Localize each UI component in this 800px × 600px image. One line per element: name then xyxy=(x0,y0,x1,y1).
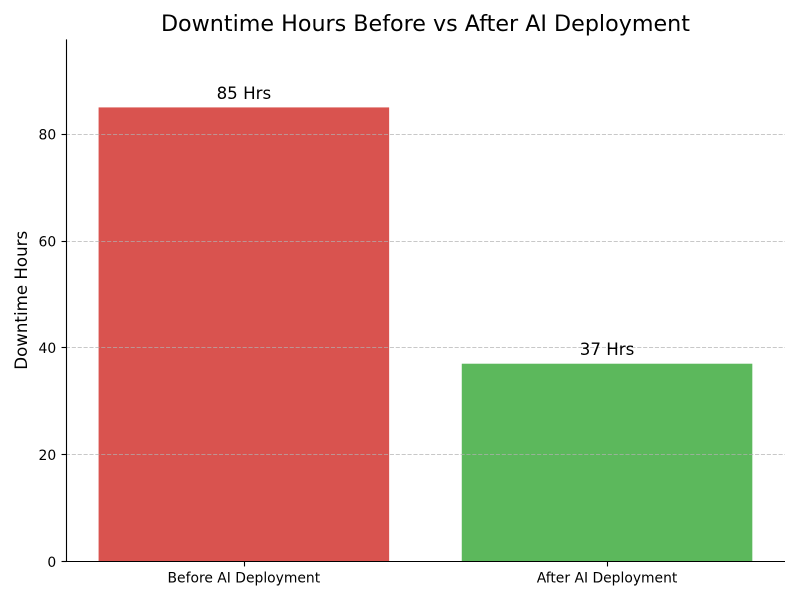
labels-layer: 0 20 40 60 80 Before AI Deployment After AI De… xyxy=(12,11,690,586)
chart-title: Downtime Hours Before vs After AI Deploy… xyxy=(161,11,690,37)
x-tick-label-after-ai-deployment: After AI Deployment xyxy=(537,570,678,586)
bar-value-label-before-ai-deployment: 85 Hrs xyxy=(217,84,272,103)
x-tick-label-before-ai-deployment: Before AI Deployment xyxy=(168,570,321,586)
y-axis-label: Downtime Hours xyxy=(12,231,31,370)
y-tick-label-60: 60 xyxy=(39,234,57,250)
y-tick-label-80: 80 xyxy=(39,128,57,144)
bar-value-label-after-ai-deployment: 37 Hrs xyxy=(580,340,635,359)
y-tick-label-40: 40 xyxy=(39,341,57,357)
bar-after-ai-deployment xyxy=(461,363,753,562)
y-tick-label-0: 0 xyxy=(47,555,56,571)
bar-before-ai-deployment xyxy=(98,107,390,562)
y-tick-label-20: 20 xyxy=(39,448,57,464)
bars-layer xyxy=(98,107,753,562)
axes-layer xyxy=(61,39,785,567)
gridlines-layer xyxy=(65,133,785,456)
